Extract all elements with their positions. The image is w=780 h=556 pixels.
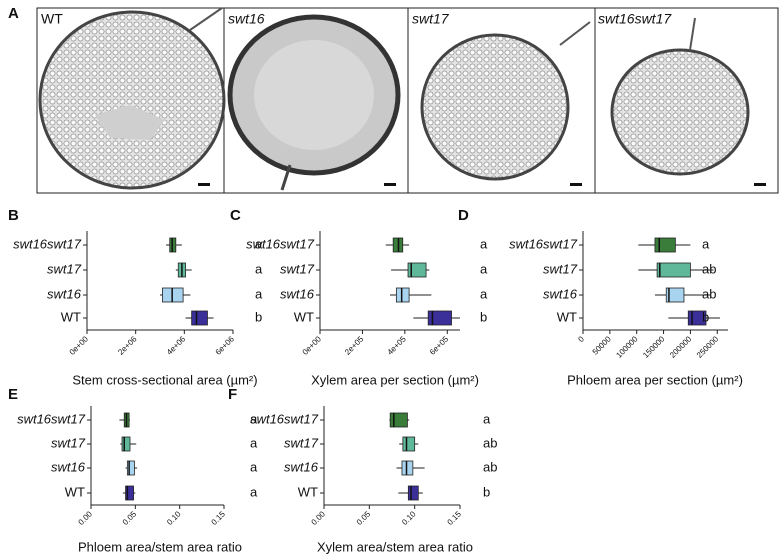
section-swt17 bbox=[420, 21, 591, 186]
section-wt bbox=[38, 7, 226, 190]
significance-letter: a bbox=[250, 435, 258, 450]
category-label: WT bbox=[61, 309, 81, 324]
x-tick-label: 0.00 bbox=[310, 509, 328, 527]
panel-letter: C bbox=[230, 207, 241, 224]
significance-letter: ab bbox=[702, 261, 716, 276]
significance-letter: a bbox=[480, 261, 488, 276]
image-label: swt17 bbox=[412, 11, 450, 27]
x-axis-title: Xylem area/stem area ratio bbox=[317, 539, 473, 554]
panel-letter: A bbox=[8, 5, 19, 22]
image-label: swt16swt17 bbox=[598, 11, 672, 27]
box bbox=[191, 310, 208, 326]
category-label: swt16swt17 bbox=[13, 236, 82, 251]
panel-letter: E bbox=[8, 386, 18, 403]
significance-letter: a bbox=[255, 236, 263, 251]
box bbox=[121, 436, 131, 452]
significance-letter: a bbox=[483, 411, 491, 426]
x-tick-label: 4e+05 bbox=[386, 334, 409, 357]
significance-letter: ab bbox=[483, 459, 497, 474]
box bbox=[126, 460, 135, 476]
image-label: WT bbox=[41, 11, 63, 27]
x-tick-label: 0.05 bbox=[355, 509, 373, 527]
significance-letter: a bbox=[480, 236, 488, 251]
box bbox=[656, 262, 691, 278]
box bbox=[402, 436, 416, 452]
category-label: swt16 bbox=[280, 286, 315, 301]
x-tick-label: 200000 bbox=[668, 334, 694, 360]
x-tick-label: 0.05 bbox=[121, 509, 139, 527]
x-tick-label: 2e+05 bbox=[343, 334, 366, 357]
x-tick-label: 0e+00 bbox=[301, 334, 324, 357]
significance-letter: ab bbox=[483, 435, 497, 450]
box bbox=[125, 485, 134, 501]
category-label: swt17 bbox=[47, 261, 82, 276]
significance-letter: b bbox=[480, 309, 487, 324]
category-label: WT bbox=[557, 309, 577, 324]
category-label: swt16swt17 bbox=[17, 411, 86, 426]
x-tick-label: 0.15 bbox=[210, 509, 228, 527]
category-label: swt16swt17 bbox=[246, 236, 315, 251]
significance-letter: b bbox=[483, 484, 490, 499]
category-label: swt17 bbox=[284, 435, 319, 450]
category-label: swt17 bbox=[51, 435, 86, 450]
panel-letter: D bbox=[458, 207, 469, 224]
category-label: swt16 bbox=[543, 286, 578, 301]
section-swt16swt17 bbox=[610, 17, 766, 186]
box bbox=[427, 310, 452, 326]
box bbox=[395, 287, 410, 303]
x-tick-label: 6e+05 bbox=[428, 334, 451, 357]
x-tick-label: 100000 bbox=[614, 334, 640, 360]
x-tick-label: 0.10 bbox=[165, 509, 183, 527]
significance-letter: b bbox=[702, 309, 709, 324]
x-tick-label: 0 bbox=[576, 334, 586, 344]
x-tick-label: 0.10 bbox=[400, 509, 418, 527]
x-tick-label: 250000 bbox=[695, 334, 721, 360]
box bbox=[401, 460, 414, 476]
x-axis-title: Xylem area per section (µm²) bbox=[311, 372, 479, 387]
significance-letter: a bbox=[480, 286, 488, 301]
category-label: WT bbox=[298, 484, 318, 499]
category-label: swt17 bbox=[280, 261, 315, 276]
box bbox=[665, 287, 685, 303]
x-axis-title: Phloem area/stem area ratio bbox=[78, 539, 242, 554]
x-tick-label: 0.00 bbox=[77, 509, 95, 527]
box bbox=[407, 262, 427, 278]
significance-letter: a bbox=[255, 261, 263, 276]
category-label: swt16swt17 bbox=[250, 411, 319, 426]
category-label: swt17 bbox=[543, 261, 578, 276]
x-tick-label: 4e+06 bbox=[165, 334, 188, 357]
category-label: swt16 bbox=[51, 459, 86, 474]
x-tick-label: 6e+06 bbox=[214, 334, 237, 357]
significance-letter: a bbox=[255, 286, 263, 301]
x-axis-title: Phloem area per section (µm²) bbox=[567, 372, 743, 387]
x-tick-label: 2e+06 bbox=[116, 334, 139, 357]
panel-letter: F bbox=[228, 386, 237, 403]
significance-letter: a bbox=[702, 236, 710, 251]
box bbox=[407, 485, 419, 501]
significance-letter: a bbox=[250, 459, 258, 474]
panel-letter: B bbox=[8, 207, 19, 224]
significance-letter: a bbox=[250, 411, 258, 426]
x-tick-label: 0e+00 bbox=[68, 334, 91, 357]
x-tick-label: 0.15 bbox=[446, 509, 464, 527]
x-tick-label: 50000 bbox=[591, 334, 613, 356]
x-axis-title: Stem cross-sectional area (µm²) bbox=[72, 372, 257, 387]
category-label: swt16 bbox=[47, 286, 82, 301]
category-label: swt16 bbox=[284, 459, 319, 474]
significance-letter: a bbox=[250, 484, 258, 499]
category-label: WT bbox=[294, 309, 314, 324]
category-label: swt16swt17 bbox=[509, 236, 578, 251]
box bbox=[654, 237, 676, 253]
micrographs bbox=[36, 7, 779, 194]
significance-letter: ab bbox=[702, 286, 716, 301]
x-tick-label: 150000 bbox=[641, 334, 667, 360]
section-swt16 bbox=[227, 14, 401, 191]
significance-letter: b bbox=[255, 309, 262, 324]
category-label: WT bbox=[65, 484, 85, 499]
box bbox=[389, 412, 408, 428]
image-label: swt16 bbox=[228, 11, 265, 27]
